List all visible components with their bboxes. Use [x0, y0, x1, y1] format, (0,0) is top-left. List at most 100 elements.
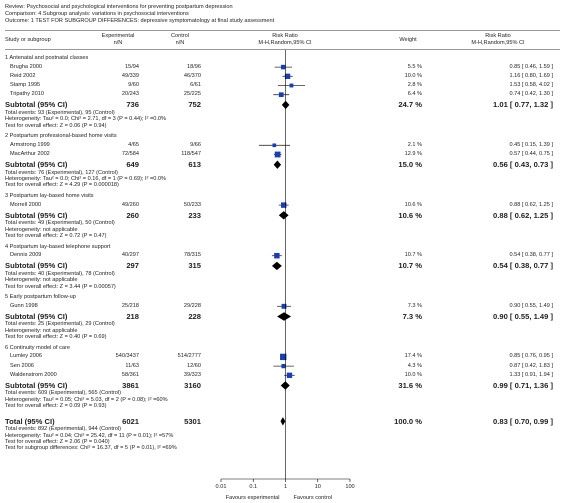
study-exp: 540/3437 [115, 353, 139, 360]
study-ci: 0.74 [ 0.42, 1.30 ] [509, 91, 553, 98]
study-marker [286, 372, 293, 378]
subgroup-note: Total events: 609 (Experimental), 565 (C… [5, 390, 121, 397]
study-weight: 6.4 % [407, 91, 422, 98]
total-note: Heterogeneity: Tau² = 0.04; Chi² = 25.42… [5, 432, 174, 439]
subgroup-note: Test for overall effect: Z = 3.44 (P = 0… [5, 283, 116, 290]
study-weight: 2.8 % [407, 82, 422, 88]
study-name: Reid 2002 [10, 72, 36, 79]
study-marker [289, 83, 294, 88]
col-study: Study or subgroup [5, 37, 51, 43]
study-ctl: 118/547 [181, 151, 201, 157]
subgroup-note: Heterogeneity: Tau² = 0.0; Chi² = 2.71, … [5, 116, 167, 123]
group-title: 4 Postpartum lay-based telephone support [5, 243, 111, 250]
subgroup-note: Test for overall effect: Z = 0.72 (P = 0… [5, 233, 107, 239]
review-title: Review: Psychosocial and psychological i… [5, 4, 233, 10]
col-rr-right: Risk Ratio [485, 33, 511, 39]
subgroup-note: Heterogeneity: not applicable [5, 327, 78, 334]
favours-experimental-label: Favours experimental [225, 495, 280, 501]
study-name: Waldenstrom 2000 [10, 371, 57, 378]
study-weight: 10.0 % [404, 72, 422, 79]
study-marker [278, 92, 284, 98]
favours-control-label: Favours control [293, 495, 333, 501]
col-exp: Experimental [101, 33, 135, 39]
subgroup-note: Test for overall effect: Z = 0.06 (P = 0… [5, 122, 107, 129]
subtotal-diamond [277, 312, 292, 321]
study-ctl: 78/315 [183, 252, 201, 259]
study-ctl: 50/233 [183, 201, 201, 208]
subtotal-label: Subtotal (95% CI) [5, 160, 68, 170]
col-rr-method: M-H,Random,95% CI [258, 40, 312, 46]
study-marker [280, 64, 286, 70]
col-rr-right-method: M-H,Random,95% CI [471, 40, 525, 46]
total-ctl: 5301 [184, 416, 201, 426]
subtotal-exp: 297 [126, 261, 139, 271]
subgroup-note: Total events: 49 (Experimental), 50 (Con… [5, 220, 115, 227]
col-ctl: Control [170, 33, 190, 39]
study-ctl: 9/66 [190, 141, 201, 148]
subtotal-weight: 10.7 % [398, 261, 422, 271]
subtotal-exp: 218 [126, 312, 139, 321]
total-weight: 100.0 % [394, 416, 422, 426]
study-ci: 1.16 [ 0.80, 1.69 ] [509, 72, 553, 79]
subtotal-weight: 10.6 % [398, 210, 422, 220]
study-weight: 12.9 % [404, 151, 422, 157]
study-exp: 11/63 [125, 362, 139, 369]
col-ctl-n: n/N [175, 40, 185, 46]
study-weight: 5.5 % [407, 63, 422, 70]
study-marker [280, 202, 287, 208]
study-weight: 10.6 % [404, 201, 422, 208]
x-tick-label: 1 [283, 484, 288, 490]
top-rule [5, 30, 560, 31]
outcome-title: Outcome: 1 TEST FOR SUBGROUP DIFFERENCES… [5, 18, 275, 24]
study-marker [280, 353, 287, 361]
subtotal-exp: 736 [126, 100, 139, 110]
subtotal-label: Subtotal (95% CI) [5, 210, 68, 220]
comparison-title: Comparison: 4 Subgroup analysis: variati… [5, 11, 189, 17]
study-marker [274, 252, 280, 259]
study-weight: 10.0 % [404, 371, 422, 378]
study-exp: 40/297 [121, 252, 139, 259]
subtotal-exp: 3861 [122, 381, 139, 390]
study-name: Sen 2006 [10, 362, 34, 369]
study-ci: 0.85 [ 0.76, 0.95 ] [509, 353, 553, 360]
study-exp: 15/94 [125, 63, 139, 70]
col-exp-n: n/N [113, 40, 123, 46]
study-weight: 2.1 % [407, 141, 422, 148]
subtotal-label: Subtotal (95% CI) [5, 261, 68, 271]
study-name: Stamp 1995 [10, 82, 41, 88]
total-note: Total events: 892 (Experimental), 944 (C… [5, 426, 121, 433]
study-marker [274, 151, 281, 158]
study-ctl: 46/370 [183, 72, 201, 79]
subtotal-ctl: 233 [188, 210, 201, 220]
study-ci: 0.85 [ 0.46, 1.59 ] [509, 63, 553, 70]
total-exp: 6021 [122, 416, 139, 426]
subgroup-note: Heterogeneity: not applicable [5, 277, 78, 284]
subtotal-label: Subtotal (95% CI) [5, 312, 68, 321]
study-ci: 0.88 [ 0.62, 1.25 ] [509, 201, 553, 208]
subgroup-note: Test for overall effect: Z = 0.09 (P = 0… [5, 403, 107, 410]
col-weight: Weight [399, 37, 417, 43]
subtotal-ci: 0.99 [ 0.71, 1.36 ] [493, 381, 553, 390]
study-ci: 0.45 [ 0.15, 1.39 ] [509, 141, 553, 148]
study-name: Lumley 2006 [10, 353, 43, 360]
subgroup-note: Heterogeneity: Tau² = 0.0; Chi² = 0.16, … [5, 176, 167, 182]
total-label: Total (95% CI) [5, 416, 55, 426]
subgroup-note: Test for overall effect: Z = 4.29 (P = 0… [5, 182, 119, 189]
study-ci: 1.33 [ 0.91, 1.94 ] [509, 371, 553, 378]
subtotal-weight: 31.6 % [398, 381, 422, 390]
x-tick-label: 0.01 [215, 484, 227, 490]
study-name: Brugha 2000 [10, 63, 43, 70]
study-ctl: 39/323 [183, 371, 201, 378]
subtotal-weight: 7.3 % [402, 312, 422, 321]
subtotal-ci: 1.01 [ 0.77, 1.32 ] [493, 100, 553, 110]
subtotal-ctl: 613 [188, 160, 201, 170]
group-title: 3 Postpartum lay-based home visits [5, 193, 94, 199]
study-weight: 4.3 % [407, 362, 422, 369]
study-exp: 9/60 [128, 82, 139, 88]
subtotal-ci: 0.88 [ 0.62, 1.25 ] [493, 210, 553, 220]
subtotal-ci: 0.54 [ 0.38, 0.77 ] [493, 261, 553, 271]
study-ctl: 18/96 [187, 63, 201, 70]
col-rr: Risk Ratio [272, 33, 298, 39]
total-note: Test for overall effect: Z = 2.06 (P = 0… [5, 439, 110, 445]
